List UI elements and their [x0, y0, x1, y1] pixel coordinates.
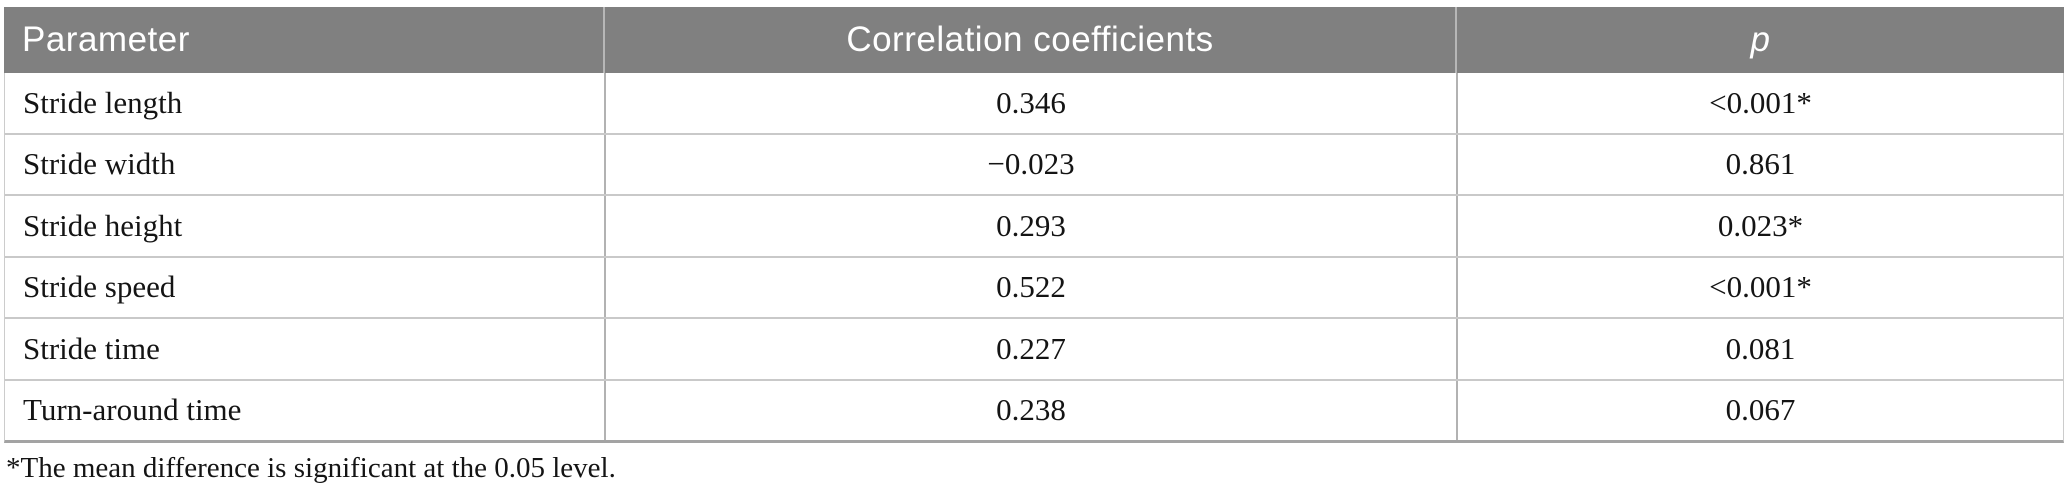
table-cell: 0.861 [1456, 134, 2063, 194]
header-cell-0: Parameter [22, 20, 190, 59]
table-cell: <0.001* [1456, 73, 2063, 133]
table-row: Turn-around time 0.238 0.067 [5, 378, 2063, 440]
table-cell: 0.023* [1456, 196, 2063, 256]
table-header-row: Parameter Correlation coefficients p [4, 7, 2064, 73]
table-cell: 0.227 [604, 319, 1456, 379]
table-row: Stride time 0.227 0.081 [5, 317, 2063, 379]
table-footnote: *The mean difference is significant at t… [6, 452, 616, 484]
table-cell: 0.238 [604, 380, 1456, 440]
table-cell: 0.067 [1456, 380, 2063, 440]
table-cell: 0.522 [604, 257, 1456, 317]
header-cell-1: Correlation coefficients [603, 7, 1455, 73]
table-cell: −0.023 [604, 134, 1456, 194]
table-cell: <0.001* [1456, 257, 2063, 317]
table-cell: 0.293 [604, 196, 1456, 256]
correlation-table: Parameter Correlation coefficients p Strid… [4, 7, 2064, 443]
table-row: Stride speed 0.522 <0.001* [5, 255, 2063, 317]
table-cell: Stride length [23, 84, 183, 120]
table-cell: Stride time [23, 330, 160, 366]
table-body: Stride length 0.346 <0.001* Stride width −0.… [4, 73, 2064, 443]
table-cell: Stride height [23, 207, 183, 243]
table-row: Stride length 0.346 <0.001* [5, 73, 2063, 133]
table-cell: Stride width [23, 146, 176, 182]
table-row: Stride width −0.023 0.861 [5, 132, 2063, 194]
table-row: Stride height 0.293 0.023* [5, 194, 2063, 256]
header-cell-2: p [1455, 7, 2064, 73]
table-cell: 0.346 [604, 73, 1456, 133]
table-cell: Stride speed [23, 269, 176, 305]
table-cell: 0.081 [1456, 319, 2063, 379]
table-cell: Turn-around time [23, 392, 242, 428]
